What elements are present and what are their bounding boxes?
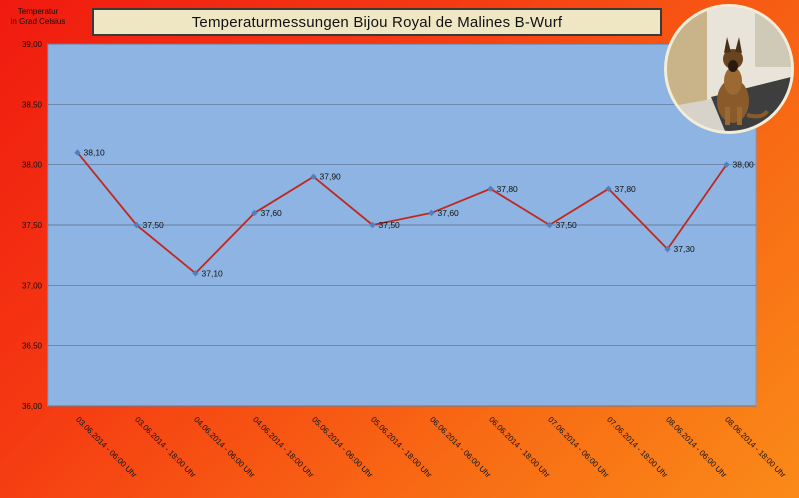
x-tick-label: 04.06.2014 - 18:00 Uhr — [251, 415, 316, 480]
data-point — [605, 185, 612, 192]
data-label: 37,30 — [674, 244, 696, 254]
x-tick-label: 06.06.2014 - 18:00 Uhr — [487, 415, 552, 480]
data-markers — [74, 149, 730, 277]
y-tick-label: 36,50 — [22, 342, 43, 351]
y-tick-label: 37,50 — [22, 221, 43, 230]
y-tick-label: 37,00 — [22, 281, 43, 290]
x-tick-label: 03.06.2014 - 06:00 Uhr — [74, 415, 139, 480]
y-axis-label-line: in Grad Celsius — [10, 17, 66, 26]
data-point — [251, 209, 258, 217]
temperature-line — [76, 152, 728, 275]
dog-photo-illustration — [667, 7, 791, 131]
gridlines — [48, 43, 756, 407]
data-point — [723, 161, 730, 168]
data-label: 37,80 — [615, 184, 637, 194]
x-tick-label: 08.06.2014 - 06:00 Uhr — [664, 415, 729, 480]
x-tick-label: 05.06.2014 - 06:00 Uhr — [310, 415, 375, 480]
x-tick-label: 06.06.2014 - 06:00 Uhr — [428, 415, 493, 480]
chart-title: Temperaturmessungen Bijou Royal de Malin… — [191, 13, 563, 31]
data-label: 37,10 — [202, 268, 224, 278]
y-tick-label: 38,50 — [22, 100, 43, 109]
data-point — [133, 221, 140, 229]
data-point — [310, 173, 317, 180]
y-tick-label: 36,00 — [22, 402, 43, 411]
data-labels: 38,10 37,50 37,10 37,60 37,90 37,50 37,60 37,80… — [84, 148, 755, 279]
data-point — [487, 185, 494, 192]
data-label: 37,60 — [438, 208, 460, 218]
data-label: 38,00 — [733, 160, 755, 170]
data-point — [74, 149, 81, 156]
data-point — [192, 270, 199, 277]
x-tick-label: 07.06.2014 - 06:00 Uhr — [546, 415, 611, 480]
data-label: 37,90 — [320, 172, 342, 182]
x-tick-label: 03.06.2014 - 18:00 Uhr — [133, 415, 198, 480]
x-tick-label: 07.06.2014 - 18:00 Uhr — [605, 415, 670, 480]
data-point — [664, 245, 671, 253]
y-axis-ticks: 36,00 36,50 37,00 37,50 38,00 38,50 39,00 — [22, 40, 43, 411]
y-tick-label: 39,00 — [22, 40, 43, 49]
data-point — [428, 209, 435, 217]
data-point — [546, 221, 553, 229]
data-point — [369, 221, 376, 229]
x-tick-label: 05.06.2014 - 18:00 Uhr — [369, 415, 434, 480]
dog-photo — [664, 4, 794, 134]
x-tick-label: 04.06.2014 - 06:00 Uhr — [192, 415, 257, 480]
data-label: 37,50 — [379, 220, 401, 230]
data-label: 37,80 — [497, 184, 519, 194]
x-tick-label: 08.06.2014 - 18:00 Uhr — [723, 415, 788, 480]
y-axis-label: Temperatur in Grad Celsius — [6, 7, 70, 27]
chart-title-box: Temperaturmessungen Bijou Royal de Malin… — [92, 8, 662, 36]
y-tick-label: 38,00 — [22, 161, 43, 170]
y-axis-label-line: Temperatur — [17, 7, 59, 16]
data-label: 37,50 — [556, 220, 578, 230]
data-label: 37,60 — [261, 208, 283, 218]
data-label: 37,50 — [143, 220, 165, 230]
data-label: 38,10 — [84, 148, 106, 158]
